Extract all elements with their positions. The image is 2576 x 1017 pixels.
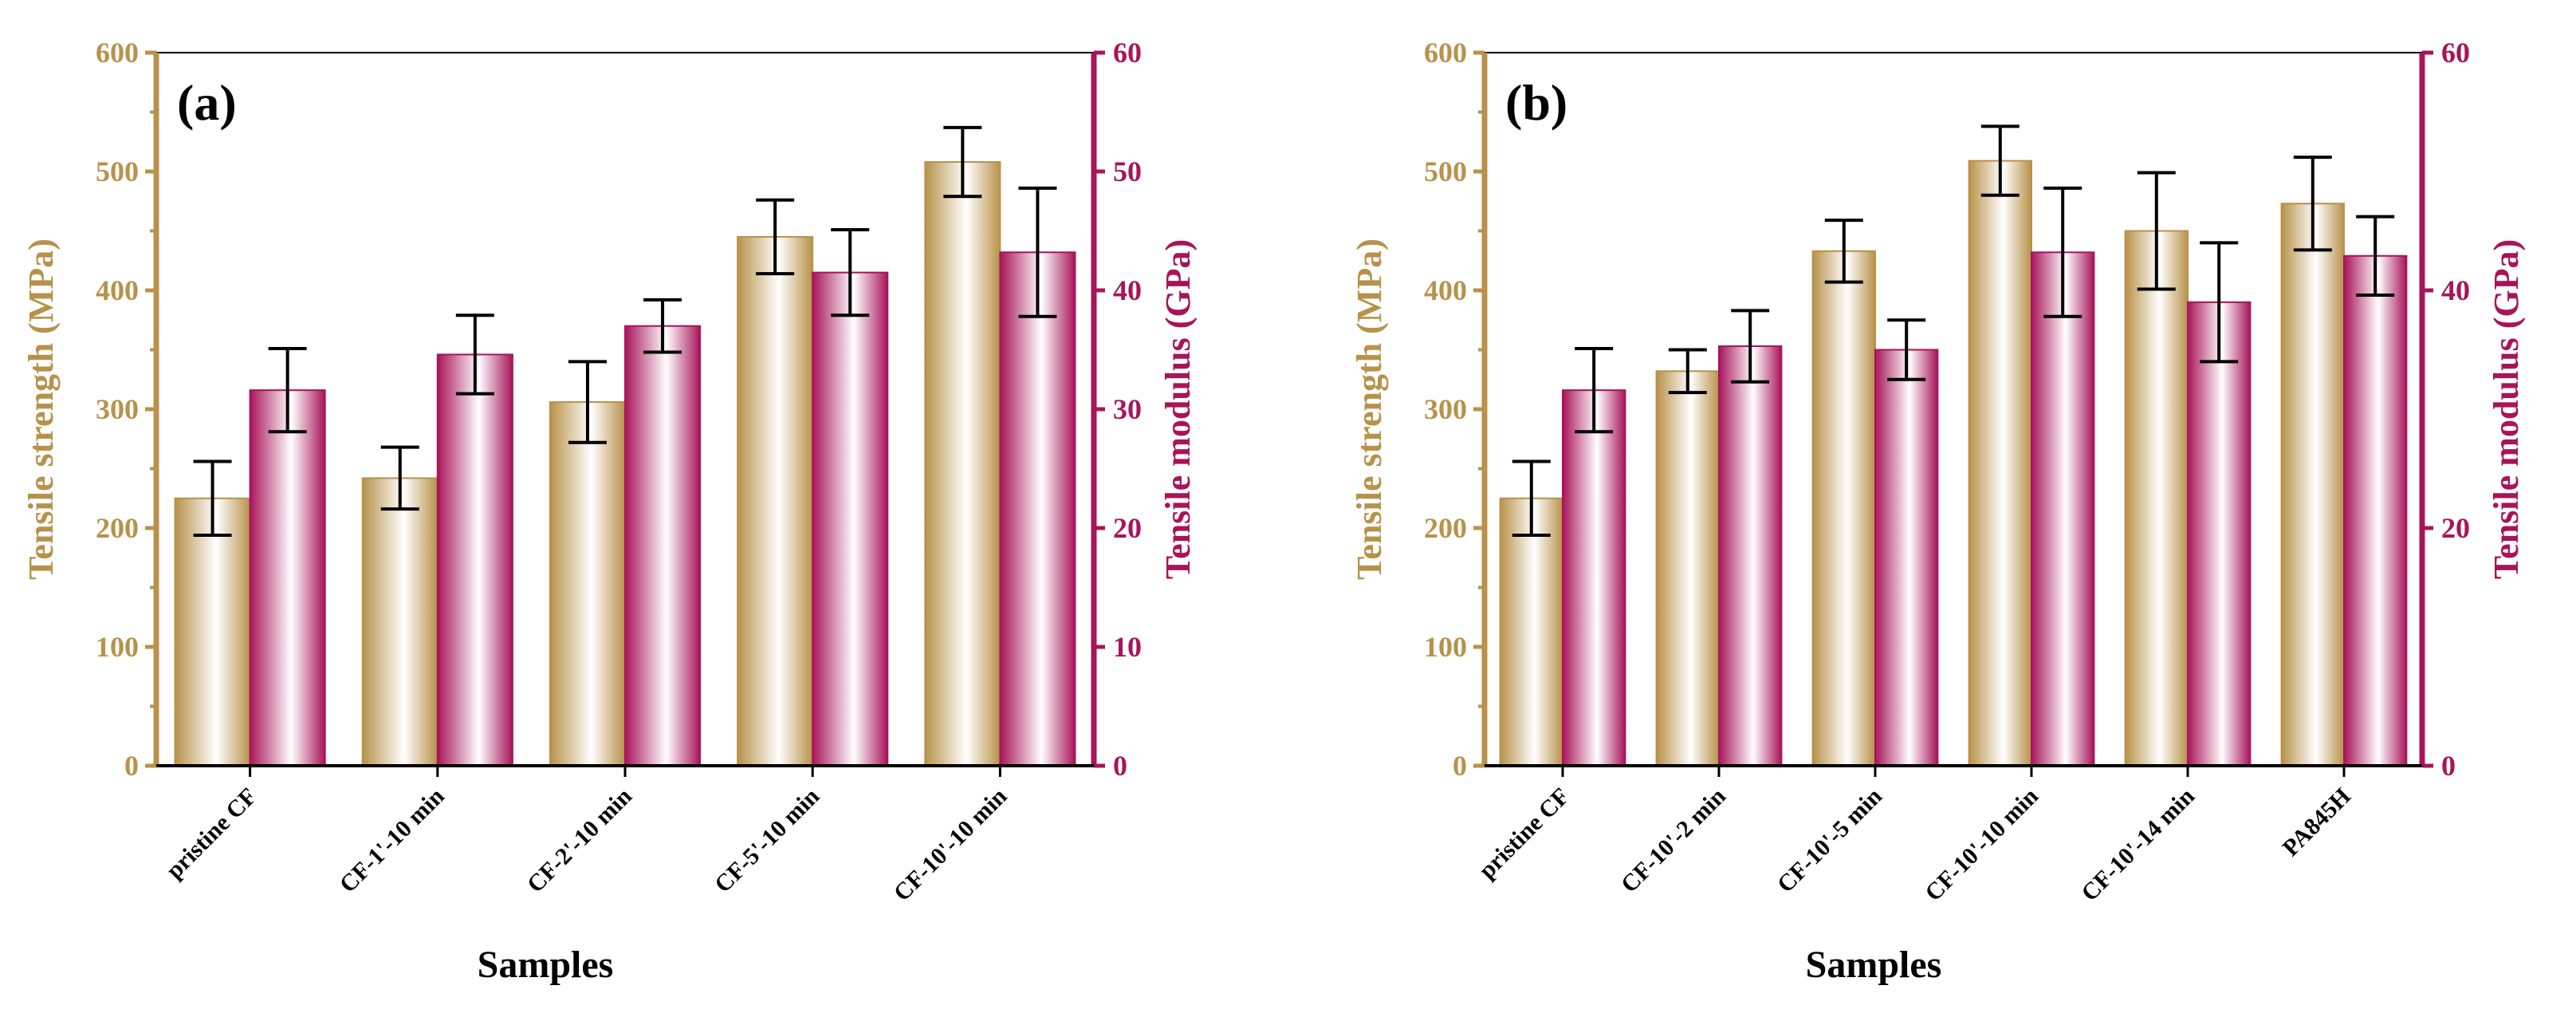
panel-label: (b) bbox=[1505, 74, 1567, 131]
left-tick-label: 400 bbox=[1424, 274, 1467, 306]
x-tick-label: CF-10'-10 min bbox=[1920, 782, 2043, 906]
strength-bar bbox=[2124, 230, 2189, 767]
right-tick-label: 0 bbox=[2441, 750, 2456, 782]
x-axis-label: Samples bbox=[1806, 944, 1942, 986]
left-tick-label: 100 bbox=[96, 631, 139, 663]
y-axis-label-left: Tensile strength (MPa) bbox=[22, 238, 61, 580]
modulus-bar bbox=[812, 271, 889, 767]
left-tick-label: 600 bbox=[1424, 37, 1467, 69]
left-tick-label: 400 bbox=[96, 274, 139, 306]
right-tick-label: 20 bbox=[1113, 512, 1142, 544]
modulus-error-bar bbox=[1731, 309, 1770, 384]
x-tick-label: CF-1'-10 min bbox=[335, 782, 450, 897]
modulus-error-bar bbox=[643, 298, 682, 354]
strength-error-bar bbox=[1824, 219, 1863, 284]
strength-error-bar bbox=[2137, 171, 2176, 291]
left-tick-label: 500 bbox=[96, 156, 139, 187]
strength-bar bbox=[737, 235, 814, 767]
modulus-bar bbox=[2187, 301, 2252, 767]
strength-error-bar bbox=[1512, 459, 1551, 537]
left-tick-label: 200 bbox=[96, 512, 139, 544]
strength-error-bar bbox=[943, 125, 982, 199]
strength-error-bar bbox=[1980, 124, 2020, 197]
right-tick-label: 40 bbox=[2441, 274, 2470, 306]
right-tick-label: 60 bbox=[1113, 37, 1142, 69]
x-tick-label: CF-10'-2 min bbox=[1616, 782, 1731, 897]
modulus-error-bar bbox=[1018, 186, 1057, 318]
strength-bar bbox=[2280, 203, 2346, 767]
modulus-error-bar bbox=[1887, 318, 1926, 381]
left-tick-label: 0 bbox=[1453, 750, 1467, 782]
right-tick-label: 50 bbox=[1113, 156, 1142, 187]
y-axis-label-right: Tensile modulus (GPa) bbox=[1158, 239, 1198, 579]
left-tick-label: 600 bbox=[96, 37, 139, 69]
modulus-bar bbox=[2343, 254, 2408, 767]
modulus-error-bar bbox=[268, 347, 307, 434]
strength-error-bar bbox=[380, 445, 419, 511]
strength-error-bar bbox=[756, 198, 795, 276]
modulus-error-bar bbox=[2356, 215, 2395, 297]
left-tick-label: 0 bbox=[124, 750, 139, 782]
x-tick-label: pristine CF bbox=[161, 783, 262, 884]
strength-bar bbox=[1968, 160, 2033, 767]
strength-bar bbox=[174, 497, 251, 767]
strength-error-bar bbox=[193, 459, 232, 537]
modulus-error-bar bbox=[831, 228, 870, 317]
chart-panel-a: pristine CF CF-1'-10 min CF-2'-10 min CF-5'… bbox=[22, 37, 1198, 986]
modulus-bar bbox=[1562, 389, 1626, 767]
strength-error-bar bbox=[2293, 156, 2332, 252]
strength-bar bbox=[924, 161, 1001, 767]
modulus-bar bbox=[2031, 251, 2095, 767]
modulus-bar bbox=[1718, 345, 1783, 767]
right-tick-label: 30 bbox=[1113, 393, 1142, 425]
x-tick-label: CF-10'-14 min bbox=[2076, 782, 2200, 906]
right-tick-label: 40 bbox=[1113, 274, 1142, 306]
x-tick-label: pristine CF bbox=[1473, 783, 1574, 884]
strength-error-bar bbox=[568, 360, 607, 444]
x-tick-label: CF-10'-10 min bbox=[889, 782, 1013, 906]
modulus-bar bbox=[999, 251, 1076, 767]
right-tick-label: 60 bbox=[2441, 37, 2470, 69]
left-tick-label: 100 bbox=[1424, 631, 1467, 663]
strength-error-bar bbox=[1668, 348, 1707, 395]
left-tick-label: 200 bbox=[1424, 512, 1467, 544]
left-tick-label: 500 bbox=[1424, 156, 1467, 187]
y-axis-label-left: Tensile strength (MPa) bbox=[1350, 238, 1389, 580]
modulus-error-bar bbox=[1575, 347, 1614, 434]
panel-label: (a) bbox=[177, 74, 237, 131]
left-tick-label: 300 bbox=[96, 393, 139, 425]
modulus-bar bbox=[1874, 349, 1939, 767]
strength-bar bbox=[1655, 370, 1721, 767]
strength-bar bbox=[1811, 250, 1877, 767]
strength-bar bbox=[1499, 497, 1563, 767]
modulus-bar bbox=[436, 353, 513, 767]
modulus-error-bar bbox=[455, 313, 494, 396]
x-tick-label: CF-2'-10 min bbox=[522, 782, 637, 897]
modulus-bar bbox=[624, 325, 702, 767]
right-tick-label: 20 bbox=[2441, 512, 2470, 544]
right-tick-label: 0 bbox=[1113, 750, 1127, 782]
x-axis-label: Samples bbox=[478, 944, 614, 986]
x-tick-label: PA845H bbox=[2278, 783, 2356, 861]
modulus-error-bar bbox=[2200, 241, 2239, 364]
left-tick-label: 300 bbox=[1424, 393, 1467, 425]
modulus-bar bbox=[249, 389, 326, 767]
x-tick-label: CF-5'-10 min bbox=[710, 782, 824, 897]
modulus-error-bar bbox=[2043, 186, 2082, 318]
y-axis-label-right: Tensile modulus (GPa) bbox=[2487, 239, 2526, 579]
x-tick-label: CF-10'-5 min bbox=[1772, 782, 1887, 897]
strength-bar bbox=[361, 477, 439, 767]
strength-bar bbox=[549, 401, 626, 767]
right-tick-label: 10 bbox=[1113, 631, 1142, 663]
chart-panel-b: pristine CF CF-10'-2 min CF-10'-5 min CF-10… bbox=[1350, 37, 2526, 986]
